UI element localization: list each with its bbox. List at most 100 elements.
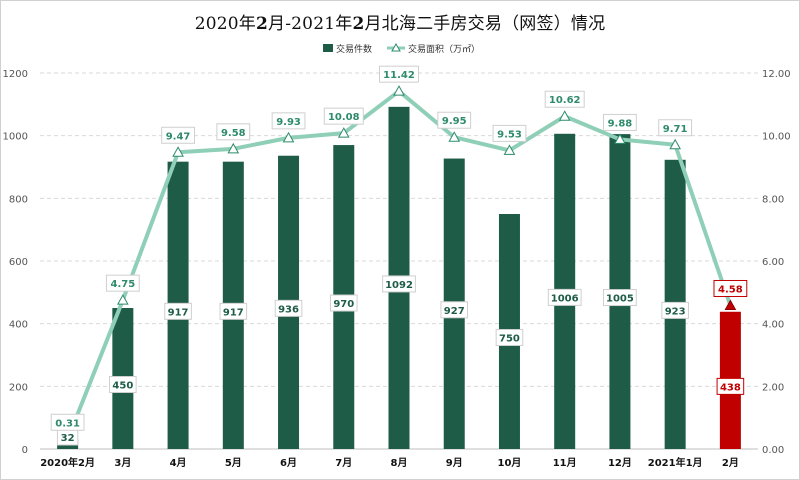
bar-value-label-box [603, 289, 637, 307]
left-tick-label: 800 [9, 194, 28, 205]
left-axis: 0 200 400 600 800 1000 1200 [3, 69, 28, 456]
bar-value-label: 923 [665, 306, 686, 317]
line-value-label-box [323, 107, 364, 125]
right-tick-label: 12.00 [762, 69, 791, 80]
line-value-label: 0.31 [55, 418, 80, 429]
left-tick-label: 1000 [3, 132, 28, 143]
bar-value-label: 936 [278, 304, 299, 315]
line-value-label-box [544, 90, 585, 108]
bar-value-label-box [716, 377, 745, 395]
bar-value-label: 32 [61, 433, 75, 444]
right-tick-label: 10.00 [762, 132, 791, 143]
category-label: 5月 [225, 457, 242, 469]
line-point [503, 144, 516, 155]
right-tick-label: 4.00 [762, 320, 784, 331]
right-axis: 0.00 2.00 4.00 6.00 8.00 10.00 12.00 [762, 69, 791, 456]
category-label: 2月 [722, 457, 739, 469]
line-point [282, 131, 295, 143]
bar-value-label: 1005 [606, 294, 634, 305]
line-point [337, 127, 350, 138]
category-label: 10月 [498, 457, 522, 469]
bar-value-label: 970 [333, 299, 354, 310]
category-label: 12月 [608, 457, 632, 469]
line-value-label-box [379, 65, 419, 83]
bar-value-label-box [219, 302, 248, 320]
line-value-label: 4.75 [111, 279, 136, 290]
left-tick-label: 400 [9, 320, 28, 331]
legend-bar-label: 交易件数 [336, 43, 372, 55]
line-value-label-box [216, 123, 251, 141]
line-value-label-box [161, 126, 195, 144]
line-point [393, 85, 405, 96]
line-point [116, 294, 129, 305]
bar-value-label: 917 [223, 307, 244, 318]
line-point [669, 138, 682, 150]
line-value-label-box [271, 112, 306, 130]
line-point [227, 142, 240, 154]
bar-value-label: 1006 [551, 293, 579, 304]
line-value-label: 10.08 [328, 112, 360, 123]
line-value-label: 9.71 [663, 124, 688, 135]
category-axis: 2020年2月 3月 4月 5月 6月 7月 8月 9月 10月 11月 12月 2021年1月 2月 [40, 456, 739, 469]
line-value-label: 9.47 [166, 131, 191, 142]
line-value-label: 4.58 [718, 284, 743, 295]
bar-value-label-box [440, 301, 469, 319]
line-point [172, 146, 184, 157]
left-tick-label: 600 [9, 257, 28, 268]
category-label: 4月 [170, 457, 187, 469]
chart-title: 2020年2月-2021年2月北海二手房交易（网签）情况 [194, 14, 606, 34]
right-tick-label: 8.00 [762, 194, 784, 205]
category-label: 3月 [114, 457, 131, 469]
bar-value-label: 917 [168, 307, 189, 318]
bar-value-label-box [661, 301, 689, 319]
left-tick-label: 0 [22, 445, 28, 456]
bar-value-label: 450 [112, 381, 133, 392]
left-tick-label: 200 [9, 382, 28, 393]
line-value-label: 11.42 [383, 70, 415, 81]
right-tick-label: 2.00 [762, 382, 784, 393]
category-label: 2021年1月 [648, 456, 703, 469]
category-label: 9月 [446, 457, 463, 469]
legend-triangle-icon [391, 42, 401, 52]
line-value-label: 9.93 [276, 117, 301, 128]
line-value-label: 9.58 [221, 128, 246, 139]
category-label: 2020年2月 [40, 456, 95, 469]
legend-line-label: 交易面积（万㎡） [408, 43, 480, 55]
line-point [558, 110, 571, 121]
line-value-label: 9.53 [497, 129, 522, 140]
bar-value-label: 1092 [385, 280, 413, 291]
category-label: 6月 [280, 457, 297, 469]
bar-value-label-box [109, 376, 137, 393]
right-tick-label: 0.00 [762, 445, 784, 456]
right-tick-label: 6.00 [762, 257, 784, 268]
bar-value-label-box [164, 302, 192, 320]
left-tick-label: 1200 [3, 69, 28, 80]
line-series: 32 450 917 917 936 970 1092 927 750 1006 1005 923 43… [50, 65, 748, 446]
line-point [448, 131, 461, 142]
line-value-label: 9.95 [442, 116, 467, 127]
category-label: 7月 [335, 457, 352, 469]
line-point [724, 299, 737, 310]
legend-bar-swatch [323, 44, 333, 52]
line-value-label-box [713, 279, 748, 297]
line-value-label-box [50, 413, 85, 431]
bar-value-label: 438 [720, 382, 741, 393]
line-value-label-box [105, 274, 140, 292]
line-value-label-box [437, 111, 472, 129]
line-value-label-box [603, 113, 637, 131]
bar-value-label-box [274, 299, 303, 317]
legend: 交易件数 交易面积（万㎡） [323, 42, 480, 55]
bar-value-label: 750 [499, 334, 520, 345]
bar-value-label-box [495, 329, 524, 346]
line-value-label-box [658, 119, 693, 137]
line-point [614, 133, 626, 144]
category-label: 11月 [553, 457, 577, 469]
line-value-label: 10.62 [549, 95, 581, 106]
category-label: 8月 [391, 457, 408, 469]
bar-value-label-box [547, 288, 582, 306]
bar-value-label-box [382, 275, 416, 293]
bar-value-label-box [329, 294, 358, 312]
line-value-label: 9.88 [608, 118, 633, 129]
bar-value-label: 927 [444, 306, 465, 317]
